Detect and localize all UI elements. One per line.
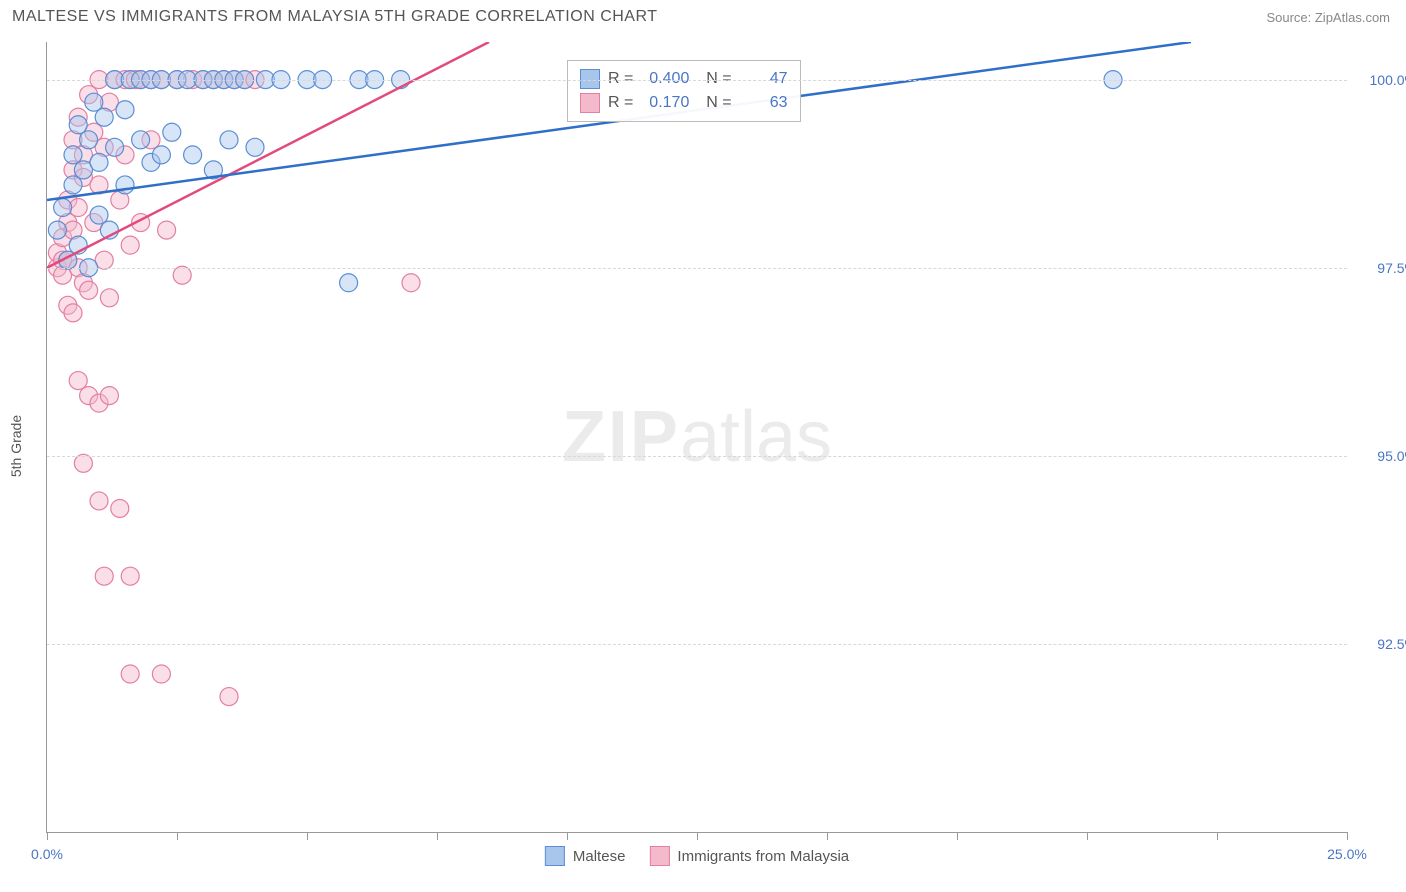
xtick — [957, 832, 958, 840]
legend-item-maltese: Maltese — [545, 846, 626, 866]
xtick — [177, 832, 178, 840]
y-axis-label: 5th Grade — [8, 415, 24, 477]
xtick — [47, 832, 48, 840]
ytick-label: 97.5% — [1357, 260, 1406, 276]
xtick — [437, 832, 438, 840]
gridline — [47, 80, 1347, 81]
xtick-label: 0.0% — [31, 846, 63, 862]
xtick — [567, 832, 568, 840]
xtick-label: 25.0% — [1327, 846, 1367, 862]
chart-area: ZIPatlas R = 0.400 N = 47 R = 0.170 N = … — [46, 42, 1347, 833]
xtick — [697, 832, 698, 840]
xtick — [1087, 832, 1088, 840]
legend-item-malaysia: Immigrants from Malaysia — [649, 846, 849, 866]
xtick — [307, 832, 308, 840]
ytick-label: 92.5% — [1357, 636, 1406, 652]
source-label: Source: ZipAtlas.com — [1266, 10, 1390, 25]
xtick — [1347, 832, 1348, 840]
ytick-label: 95.0% — [1357, 448, 1406, 464]
chart-title: MALTESE VS IMMIGRANTS FROM MALAYSIA 5TH … — [12, 8, 658, 26]
xtick — [827, 832, 828, 840]
xtick — [1217, 832, 1218, 840]
stats-row-malaysia: R = 0.170 N = 63 — [580, 91, 788, 115]
swatch-malaysia-icon — [649, 846, 669, 866]
gridline — [47, 456, 1347, 457]
stats-legend-box: R = 0.400 N = 47 R = 0.170 N = 63 — [567, 60, 801, 122]
gridline — [47, 644, 1347, 645]
ytick-label: 100.0% — [1357, 72, 1406, 88]
bottom-legend: Maltese Immigrants from Malaysia — [545, 846, 849, 866]
header: MALTESE VS IMMIGRANTS FROM MALAYSIA 5TH … — [0, 0, 1406, 30]
gridline — [47, 268, 1347, 269]
scatter-plot — [47, 42, 1347, 832]
swatch-maltese-icon — [545, 846, 565, 866]
swatch-malaysia — [580, 93, 600, 113]
